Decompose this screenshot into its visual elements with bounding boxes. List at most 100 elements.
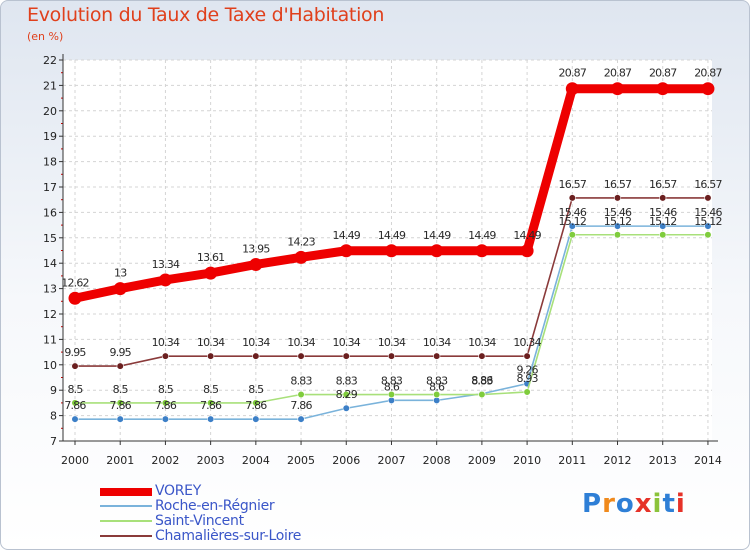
- logo-letter: P: [582, 489, 603, 519]
- data-label: 8.6: [429, 380, 445, 393]
- data-point: [339, 244, 353, 258]
- y-tick-label: 11: [43, 333, 57, 346]
- data-label: 8.5: [158, 383, 174, 396]
- data-label: 15.12: [649, 215, 677, 228]
- data-label: 20.87: [694, 67, 722, 80]
- data-point: [71, 399, 79, 407]
- data-label: 13.34: [152, 258, 180, 271]
- data-point: [611, 82, 625, 96]
- data-label: 15.46: [604, 206, 632, 219]
- y-tick-label: 12: [43, 308, 57, 321]
- data-point: [433, 390, 441, 399]
- y-tick-label: 8: [50, 410, 57, 423]
- data-point: [656, 82, 670, 96]
- data-label: 8.5: [67, 383, 83, 396]
- data-point: [116, 399, 124, 407]
- data-label: 10.34: [333, 336, 361, 349]
- data-label: 10.34: [423, 336, 451, 349]
- data-label: 7.86: [245, 399, 267, 412]
- data-label: 15.46: [559, 206, 587, 219]
- legend-label-chamalieres: Chamalières-sur-Loire: [155, 528, 302, 544]
- logo-letter: i: [675, 489, 686, 519]
- data-label: 16.57: [604, 178, 632, 191]
- data-point: [433, 352, 441, 360]
- data-point: [568, 194, 576, 202]
- y-tick-label: 17: [43, 181, 57, 194]
- data-point: [704, 231, 712, 239]
- legend-swatch-saint-vincent: [100, 520, 152, 522]
- data-label: 15.12: [694, 215, 722, 228]
- data-point: [116, 362, 124, 370]
- data-point: [161, 352, 170, 360]
- x-tick-label: 2009: [468, 454, 496, 467]
- data-point: [520, 244, 534, 258]
- data-point: [478, 352, 486, 360]
- x-tick-label: 2003: [197, 454, 225, 467]
- legend-label-saint-vincent: Saint-Vincent: [155, 513, 244, 529]
- data-label: 10.34: [513, 336, 541, 349]
- data-point: [478, 390, 486, 399]
- data-label: 7.86: [155, 399, 177, 412]
- data-label: 20.87: [604, 67, 632, 80]
- data-point: [523, 352, 531, 360]
- data-label: 8.6: [384, 380, 400, 393]
- data-point: [204, 266, 218, 280]
- data-label: 13.95: [242, 242, 270, 255]
- y-tick-label: 15: [43, 232, 57, 245]
- logo-letter: r: [602, 489, 616, 519]
- data-label: 14.49: [513, 229, 541, 242]
- data-point: [568, 222, 576, 230]
- x-tick-label: 2000: [61, 454, 89, 467]
- x-tick-label: 2006: [332, 454, 360, 467]
- data-point: [71, 415, 79, 423]
- data-label: 13.61: [197, 251, 225, 264]
- data-label: 10.34: [287, 336, 315, 349]
- data-point: [207, 352, 215, 360]
- y-tick-label: 7: [50, 435, 57, 448]
- x-tick-label: 2008: [423, 454, 451, 467]
- data-label: 13: [114, 267, 127, 280]
- logo-letter: i: [652, 489, 663, 519]
- data-point: [342, 390, 350, 399]
- data-label: 9.26: [516, 364, 538, 377]
- data-label: 14.49: [333, 229, 361, 242]
- data-point: [207, 415, 215, 423]
- x-tick-label: 2014: [694, 454, 722, 467]
- data-label: 10.34: [242, 336, 270, 349]
- data-point: [158, 273, 172, 287]
- data-label: 16.57: [694, 178, 722, 191]
- x-tick-label: 2007: [377, 454, 405, 467]
- data-label: 12.62: [61, 276, 89, 289]
- data-point: [475, 244, 489, 258]
- x-tick-label: 2005: [287, 454, 315, 467]
- legend-swatch-vorey: [100, 488, 152, 496]
- data-label: 9.95: [64, 346, 86, 359]
- data-point: [161, 399, 170, 407]
- data-point: [387, 390, 396, 399]
- data-point: [613, 222, 622, 230]
- legend-label-roche: Roche-en-Régnier: [155, 498, 275, 514]
- data-label: 7.86: [200, 399, 222, 412]
- data-point: [659, 194, 667, 202]
- data-label: 15.12: [604, 215, 632, 228]
- logo-letter: x: [634, 489, 653, 519]
- data-label: 8.83: [381, 375, 403, 388]
- data-label: 7.86: [64, 399, 86, 412]
- data-point: [252, 415, 260, 423]
- data-point: [701, 82, 715, 96]
- chart-title: Evolution du Taux de Taxe d'Habitation: [27, 4, 385, 26]
- data-label: 8.5: [203, 383, 219, 396]
- data-label: 10.34: [197, 336, 225, 349]
- data-point: [297, 352, 305, 360]
- data-label: 16.57: [559, 178, 587, 191]
- data-point: [297, 415, 305, 423]
- logo-letter: o: [615, 489, 635, 519]
- data-label: 10.34: [468, 336, 496, 349]
- data-label: 7.86: [290, 399, 312, 412]
- y-tick-label: 9: [50, 384, 57, 397]
- data-label: 14.49: [468, 229, 496, 242]
- data-point: [116, 415, 124, 423]
- chart-subtitle: (en %): [27, 30, 64, 43]
- data-point: [659, 222, 667, 230]
